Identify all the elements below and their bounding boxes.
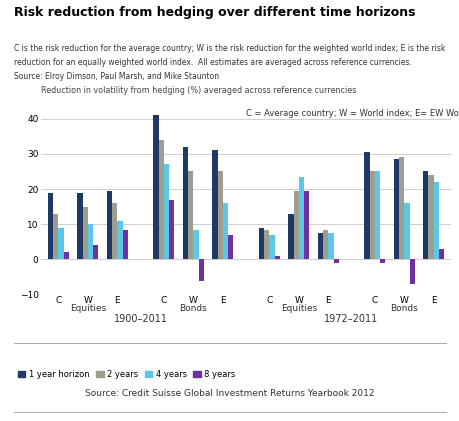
Bar	[188, 171, 193, 259]
Bar	[369, 171, 374, 259]
Bar	[293, 191, 298, 259]
Bar	[269, 235, 274, 259]
Bar	[53, 214, 58, 259]
Text: reduction for an equally weighted world index.  All estimates are averaged acros: reduction for an equally weighted world …	[14, 58, 411, 67]
Bar	[433, 182, 438, 259]
Text: Reduction in volatility from hedging (%) averaged across reference currencies: Reduction in volatility from hedging (%)…	[41, 86, 356, 95]
Bar	[422, 171, 427, 259]
Bar	[106, 191, 112, 259]
Bar	[77, 192, 83, 259]
Bar	[228, 235, 233, 259]
Bar	[182, 147, 188, 259]
Text: Bonds: Bonds	[390, 304, 417, 312]
Text: C = Average country; W = World index; E= EW World index: C = Average country; W = World index; E=…	[246, 109, 459, 118]
Text: Risk reduction from hedging over different time horizons: Risk reduction from hedging over differe…	[14, 6, 414, 19]
Bar	[153, 115, 158, 259]
Bar	[374, 171, 379, 259]
Bar	[123, 229, 128, 259]
Bar	[83, 207, 88, 259]
Legend: 1 year horizon, 2 years, 4 years, 8 years: 1 year horizon, 2 years, 4 years, 8 year…	[18, 370, 235, 379]
Bar	[193, 229, 198, 259]
Text: Equities: Equities	[280, 304, 316, 312]
Bar	[93, 245, 98, 259]
Bar	[217, 171, 222, 259]
Bar	[364, 152, 369, 259]
Bar	[169, 200, 174, 259]
Bar	[158, 140, 163, 259]
Bar	[274, 256, 279, 259]
Text: 1900–2011: 1900–2011	[113, 314, 167, 324]
Bar	[288, 214, 293, 259]
Text: Source: Credit Suisse Global Investment Returns Yearbook 2012: Source: Credit Suisse Global Investment …	[85, 389, 374, 398]
Bar	[317, 233, 322, 259]
Bar	[222, 203, 228, 259]
Bar	[398, 157, 403, 259]
Bar	[393, 159, 398, 259]
Bar	[328, 233, 333, 259]
Bar	[163, 165, 169, 259]
Bar	[438, 249, 443, 259]
Bar	[48, 192, 53, 259]
Text: Source: Elroy Dimson, Paul Marsh, and Mike Staunton: Source: Elroy Dimson, Paul Marsh, and Mi…	[14, 72, 218, 81]
Bar	[409, 259, 414, 284]
Text: Bonds: Bonds	[179, 304, 207, 312]
Bar	[263, 229, 269, 259]
Text: C is the risk reduction for the average country; W is the risk reduction for the: C is the risk reduction for the average …	[14, 44, 444, 53]
Bar	[58, 228, 64, 259]
Bar	[258, 228, 263, 259]
Bar	[298, 177, 303, 259]
Bar	[117, 221, 123, 259]
Bar	[64, 253, 69, 259]
Bar	[198, 259, 203, 281]
Text: Equities: Equities	[70, 304, 106, 312]
Bar	[427, 175, 433, 259]
Bar	[333, 259, 338, 263]
Bar	[212, 150, 217, 259]
Text: 1972–2011: 1972–2011	[324, 314, 378, 324]
Bar	[403, 203, 409, 259]
Bar	[322, 229, 328, 259]
Bar	[88, 224, 93, 259]
Bar	[379, 259, 385, 263]
Bar	[303, 191, 309, 259]
Bar	[112, 203, 117, 259]
